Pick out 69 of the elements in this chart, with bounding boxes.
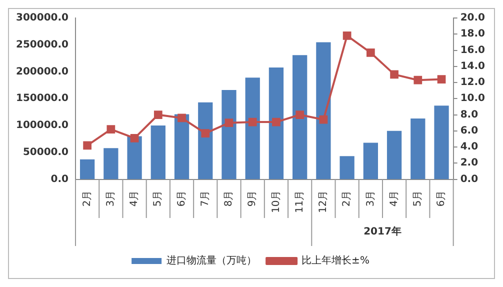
bar xyxy=(104,148,118,180)
bar xyxy=(150,126,166,180)
point xyxy=(296,110,304,119)
x-tick-label: 8月 xyxy=(224,190,235,207)
point xyxy=(390,70,398,79)
bar xyxy=(410,118,426,180)
bar xyxy=(340,156,354,180)
bar xyxy=(363,142,378,180)
point xyxy=(201,129,210,138)
x-tick-label: 2月 xyxy=(82,190,93,207)
x-tick-label: 3月 xyxy=(106,190,117,207)
legend-label: 进口物流量（万吨） xyxy=(166,254,257,267)
y-tick-label: 150000.0 xyxy=(16,93,69,104)
y2-tick-label: 6.0 xyxy=(460,125,478,136)
point xyxy=(319,115,328,124)
x-tick-label: 4月 xyxy=(388,190,400,207)
x-tick-label: 5月 xyxy=(412,190,424,207)
y2-tick-label: 14.0 xyxy=(460,60,486,72)
y2-tick-label: 8.0 xyxy=(460,109,478,120)
y2-tick-label: 12.0 xyxy=(460,77,486,88)
bar xyxy=(80,159,95,180)
x-tick-label: 4月 xyxy=(129,190,140,207)
point xyxy=(106,125,116,134)
point xyxy=(248,118,257,126)
bar xyxy=(316,42,331,180)
point xyxy=(272,118,280,126)
x-tick-label: 6月 xyxy=(436,190,448,207)
y-tick-label: 50000.0 xyxy=(22,146,69,158)
y2-tick-label: 16.0 xyxy=(460,44,486,56)
point xyxy=(366,48,375,57)
point xyxy=(437,75,446,84)
point xyxy=(342,32,352,40)
y2-tick-label: 20.0 xyxy=(460,12,486,24)
point xyxy=(130,134,139,142)
point xyxy=(83,141,92,150)
point xyxy=(154,110,162,119)
bar xyxy=(434,106,449,180)
legend-label: 比上年增长±% xyxy=(302,254,370,267)
y-tick-label: 250000.0 xyxy=(16,39,69,50)
x-tick-label: 7月 xyxy=(200,190,211,207)
x-tick-label: 10月 xyxy=(270,190,282,214)
y2-tick-label: 10.0 xyxy=(460,93,486,104)
x-tick-label: 11月 xyxy=(294,190,306,214)
y-tick-label: 0.0 xyxy=(50,174,69,185)
x-tick-label: 3月 xyxy=(365,190,376,207)
x-tick-label: 2月 xyxy=(342,190,353,207)
bar xyxy=(245,78,260,180)
y2-tick-label: 0.0 xyxy=(460,174,478,185)
y-tick-label: 200000.0 xyxy=(16,66,69,78)
x-tick-label: 12月 xyxy=(318,190,330,214)
y-tick-label: 300000.0 xyxy=(16,12,69,24)
point xyxy=(414,76,422,84)
bar xyxy=(292,55,308,180)
x-tick-label: 9月 xyxy=(247,190,258,207)
y2-tick-label: 18.0 xyxy=(460,28,486,40)
y2-tick-label: 4.0 xyxy=(460,142,478,153)
x-tick-label: 5月 xyxy=(152,190,164,207)
point xyxy=(224,118,234,128)
x-tick-label: 6月 xyxy=(176,190,188,207)
text: 2017年 xyxy=(364,226,402,238)
point xyxy=(178,114,186,122)
y-tick-label: 100000.0 xyxy=(16,120,69,132)
bar xyxy=(198,102,213,180)
bar xyxy=(127,136,142,180)
y2-tick-label: 2.0 xyxy=(460,158,478,169)
bar xyxy=(386,130,402,180)
bar xyxy=(174,114,190,180)
bar xyxy=(268,67,284,180)
bar xyxy=(222,90,236,180)
